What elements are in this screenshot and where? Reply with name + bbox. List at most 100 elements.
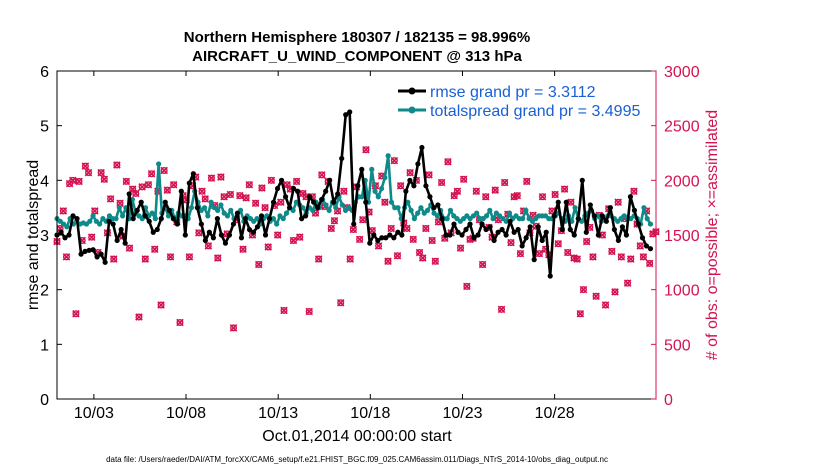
obs-count-point: [444, 157, 452, 166]
rmse-point: [543, 229, 549, 235]
rmse-point: [551, 213, 557, 219]
rmse-point: [174, 221, 180, 227]
totalspread-point: [333, 205, 339, 211]
left-axis: 0 1 2 3 4 5 6: [40, 64, 62, 409]
rmse-point: [242, 216, 249, 222]
y2-tick-label: 1000: [664, 283, 700, 300]
totalspread-point: [188, 205, 195, 211]
rmse-point: [58, 229, 64, 235]
x-tick-label: 10/08: [166, 405, 206, 422]
rmse-point: [575, 216, 581, 222]
totalspread-point: [379, 185, 385, 192]
rmse-point: [218, 232, 225, 238]
obs-count-point: [507, 238, 515, 247]
rmse-point: [282, 194, 289, 200]
obs-count-point: [551, 190, 559, 199]
totalspread-point: [647, 221, 654, 227]
totalspread-point: [119, 213, 126, 219]
obs-count-point: [336, 299, 345, 307]
obs-count-point: [242, 194, 250, 202]
obs-count-point: [195, 229, 203, 237]
obs-count-point: [516, 249, 525, 258]
obs-count-point: [305, 307, 313, 316]
obs-count-point: [97, 168, 105, 177]
obs-count-point: [636, 242, 645, 250]
obs-count-point: [122, 177, 131, 186]
rmse-point: [439, 216, 445, 222]
right-axis: 0 500 1000 1500 2000 2500 3000: [651, 64, 700, 409]
totalspread-point: [415, 210, 421, 216]
rmse-point: [415, 161, 421, 167]
obs-count-point: [418, 254, 427, 262]
rmse-point: [359, 166, 365, 172]
rmse-point: [146, 218, 152, 224]
rmse-point: [258, 213, 265, 219]
y-tick-label: 0: [40, 392, 49, 409]
obs-count-point: [611, 288, 619, 296]
totalspread-point: [434, 213, 440, 219]
rmse-point: [335, 191, 341, 197]
rmse-point: [303, 213, 309, 219]
obs-count-point: [497, 305, 506, 314]
legend: rmse grand pr = 3.3112 totalspread grand…: [392, 78, 654, 122]
rmse-point: [254, 224, 261, 230]
rmse-point: [62, 235, 68, 241]
y2-tick-label: 0: [664, 392, 673, 409]
obs-count-point: [214, 254, 222, 262]
rmse-point: [583, 229, 589, 235]
totalspread-point: [149, 210, 155, 216]
obs-count-point: [390, 156, 399, 165]
obs-count-point: [406, 168, 414, 177]
totalspread-point: [274, 221, 280, 227]
rmse-point: [363, 199, 369, 205]
obs-count-point: [207, 174, 216, 182]
obs-count-point: [166, 253, 175, 261]
rmse-point: [419, 144, 425, 151]
obs-count-point: [157, 301, 165, 309]
rmse-point: [515, 226, 521, 233]
obs-count-point: [204, 242, 213, 250]
rmse-point: [347, 109, 353, 115]
rmse-point: [210, 235, 216, 241]
obs-count-point: [267, 176, 276, 185]
obs-count-point: [582, 237, 591, 246]
obs-count-point: [422, 224, 430, 233]
totalspread-point: [405, 199, 411, 205]
rmse-point: [507, 218, 513, 224]
rmse-point: [106, 218, 112, 224]
rmse-point: [571, 232, 577, 238]
rmse-point: [286, 205, 293, 211]
rmse-point: [214, 216, 220, 222]
obs-count-point: [579, 285, 588, 294]
obs-count-point: [68, 176, 77, 185]
rmse-point: [274, 185, 281, 192]
rmse-point: [603, 218, 609, 224]
rmse-point: [531, 257, 537, 263]
x-tick-label: 10/28: [535, 405, 575, 422]
rmse-point: [166, 207, 172, 213]
legend-spread-label: totalspread grand pr = 3.4995: [430, 103, 640, 120]
obs-count-point: [273, 231, 282, 239]
rmse-point: [118, 226, 124, 233]
obs-count-point: [258, 184, 266, 192]
rmse-point: [431, 205, 437, 211]
plot-area: [56, 70, 657, 400]
rmse-point: [222, 240, 229, 246]
rmse-point: [315, 205, 321, 211]
obs-count-point: [573, 255, 581, 263]
obs-count-point: [359, 215, 367, 224]
rmse-point: [246, 226, 253, 233]
totalspread-point: [228, 207, 234, 213]
rmse-series: [54, 109, 654, 279]
totalspread-point: [385, 153, 391, 159]
rmse-point: [607, 205, 613, 211]
obs-count-point: [318, 171, 326, 179]
rmse-point: [162, 199, 168, 205]
y2-tick-label: 1500: [664, 228, 700, 245]
rmse-point: [451, 221, 457, 227]
obs-count-point: [138, 183, 146, 191]
rmse-point: [194, 205, 200, 211]
obs-count-point: [623, 279, 632, 287]
obs-count-point: [409, 235, 418, 244]
totalspread-point: [90, 213, 96, 219]
